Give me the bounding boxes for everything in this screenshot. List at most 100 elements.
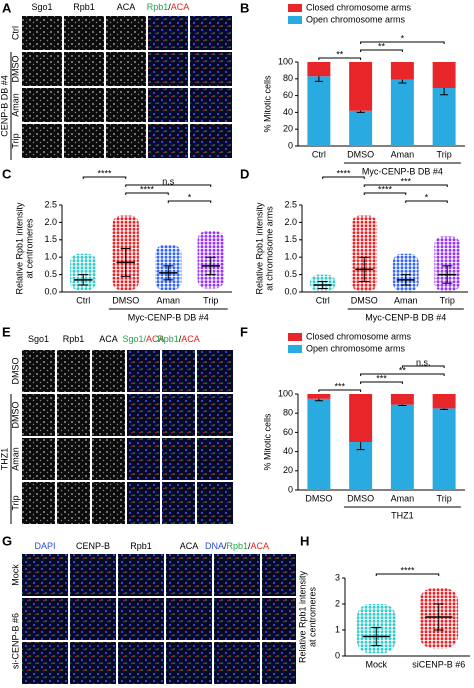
y-tick-label: 80 [283, 73, 293, 83]
micrograph [22, 124, 62, 158]
x-tick-label: Trip [437, 149, 452, 159]
micrograph [22, 438, 55, 480]
y-tick-label: 0 [288, 140, 293, 150]
x-tick-label: Ctrl [316, 295, 330, 305]
group-label: Myc-CENP-B DB #4 [362, 166, 443, 176]
x-tick-label: DMSO [347, 149, 374, 159]
significance-bracket [405, 200, 448, 203]
significance-label: **** [378, 184, 393, 194]
significance-bracket [360, 41, 445, 44]
x-tick-label: Trip [203, 295, 218, 305]
x-tick-label: Trip [437, 493, 452, 503]
y-tick-label: 2.5 [284, 199, 297, 209]
error-bar [120, 248, 131, 277]
micrograph [22, 350, 55, 392]
micrograph [214, 642, 260, 684]
y-tick-label: 2.5 [44, 199, 57, 209]
bar-segment [307, 76, 331, 146]
micrograph [64, 52, 104, 86]
significance-bracket [318, 57, 362, 60]
legend-label: Open chromosome arms [306, 343, 406, 353]
y-axis-label: at centromeres [24, 218, 34, 279]
header-part: Sgo1 [31, 2, 52, 12]
micrograph [64, 124, 104, 158]
header-part: / [179, 334, 182, 344]
significance-bracket [322, 176, 365, 179]
bar-segment [307, 398, 331, 490]
row-label: Mock [10, 564, 20, 586]
error-bar [78, 274, 89, 286]
micrograph [22, 88, 62, 122]
column-header: ACA [99, 334, 118, 344]
micrograph [127, 394, 160, 436]
group-label: THZ1 [391, 510, 414, 520]
significance-label: **** [140, 184, 155, 194]
micrograph [64, 88, 104, 122]
column-header: Sgo1 [31, 2, 52, 12]
header-part: ACA [181, 334, 200, 344]
micrograph [70, 642, 116, 684]
x-tick-label: Aman [391, 149, 415, 159]
row-label: Trip [10, 495, 20, 510]
error-bar [317, 281, 328, 290]
micrograph [92, 394, 125, 436]
panel-letter: C [2, 166, 12, 181]
dot-cloud [434, 236, 461, 292]
panel-letter: G [2, 533, 12, 548]
micrograph [127, 350, 160, 392]
error-bar [433, 603, 444, 631]
x-tick-label: Ctrl [76, 295, 90, 305]
micrograph [148, 124, 188, 158]
panel-letter: F [240, 324, 248, 339]
significance-label: * [401, 33, 405, 43]
significance-label: ** [378, 41, 386, 51]
significance-label: * [188, 192, 192, 202]
x-tick-label: siCENP-B #6 [412, 659, 465, 669]
zoom-inset [262, 554, 296, 596]
row-label: si-CENP-B #6 [10, 613, 20, 669]
y-axis-label: at centromeres [307, 586, 317, 647]
x-tick-label: Trip [440, 295, 455, 305]
y-axis-label: Relative Rpb1 intensity [14, 202, 24, 295]
y-tick-label: 1.5 [44, 234, 57, 244]
y-axis-label: % Mitotic cells [262, 413, 272, 471]
column-header: Rpb1 [130, 541, 152, 551]
header-part: CENP-B [76, 541, 110, 551]
micrograph [22, 554, 68, 596]
micrograph [166, 554, 212, 596]
significance-label: **** [336, 168, 351, 178]
significance-bracket [318, 389, 362, 392]
column-header: ACA [180, 541, 199, 551]
panel-letter: A [2, 0, 12, 15]
legend-swatch [288, 333, 302, 341]
x-tick-label: Aman [391, 493, 415, 503]
panel-letter: H [300, 533, 309, 548]
micrograph [70, 598, 116, 640]
column-header: Rpb1 [63, 334, 85, 344]
y-tick-label: 60 [283, 427, 293, 437]
header-part: / [224, 541, 227, 551]
group-label: CENP-B DB #4 [0, 75, 9, 137]
error-bar [163, 265, 174, 281]
micrograph [106, 16, 146, 50]
micrograph [214, 598, 260, 640]
bar-segment [390, 404, 414, 490]
header-part: Sgo1/ [122, 334, 146, 344]
micrograph [166, 598, 212, 640]
y-tick-label: 0.0 [284, 286, 297, 296]
y-axis-label: % Mitotic cells [262, 75, 272, 133]
significance-label: n.s. [416, 357, 431, 367]
significance-bracket [363, 192, 407, 195]
dot-cloud [392, 253, 419, 292]
significance-bracket [125, 192, 169, 195]
row-label: Aman [10, 93, 20, 117]
y-tick-label: 1.0 [44, 252, 57, 262]
micrograph [64, 16, 104, 50]
row-label: Trip [10, 133, 20, 148]
panel-letter: E [2, 324, 11, 339]
y-tick-label: 0.0 [44, 286, 57, 296]
micrograph [148, 16, 188, 50]
y-tick-label: 3 [335, 572, 340, 582]
micrograph [162, 438, 195, 480]
zoom-inset [190, 124, 232, 158]
